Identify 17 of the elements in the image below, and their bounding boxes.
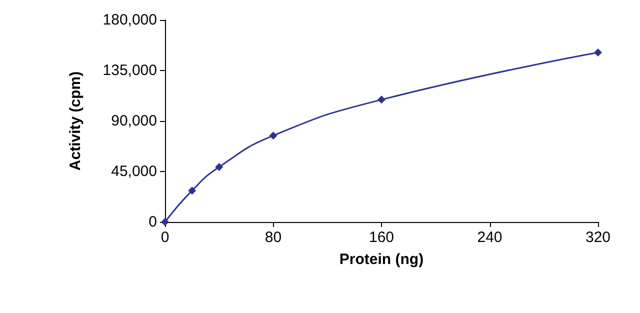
y-tick-label: 180,000 [102, 12, 157, 28]
x-tick-label: 320 [585, 229, 611, 246]
x-axis-title: Protein (ng) [339, 251, 424, 268]
point [215, 163, 224, 172]
point [188, 186, 196, 195]
x-tick-label: 160 [368, 229, 394, 246]
x-tick-label: 0 [160, 229, 170, 246]
point [594, 48, 602, 57]
y-tick-label: 135,000 [102, 62, 157, 79]
point [378, 96, 386, 104]
y-tick-label: 0 [148, 214, 157, 230]
point [269, 132, 278, 140]
x-tick-label: 240 [477, 229, 502, 246]
y-tick-label: 90,000 [111, 112, 157, 130]
y-axis-title: Activity (cpm) [67, 71, 84, 171]
y-tick-label: 45,000 [111, 163, 157, 180]
x-tick-label: 80 [264, 229, 282, 246]
